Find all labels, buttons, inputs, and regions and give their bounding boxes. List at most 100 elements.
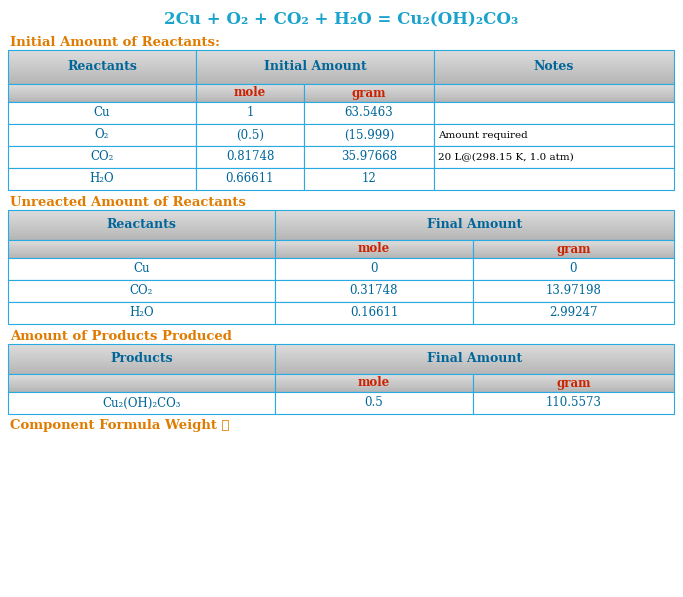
Bar	[275, 350, 674, 352]
Bar	[196, 84, 304, 102]
Bar	[196, 59, 434, 61]
Text: 0: 0	[370, 263, 378, 275]
Bar	[304, 93, 434, 94]
Bar	[8, 384, 275, 385]
Bar	[196, 86, 304, 87]
Bar	[8, 60, 196, 63]
Bar	[275, 346, 674, 347]
Bar	[8, 252, 275, 253]
Bar	[275, 237, 674, 239]
Bar	[8, 242, 275, 243]
Bar	[275, 228, 674, 230]
Bar	[434, 55, 674, 57]
Bar	[275, 216, 674, 218]
Bar	[8, 390, 275, 392]
Bar	[275, 359, 674, 361]
Bar	[473, 240, 674, 258]
Bar	[304, 124, 434, 146]
Bar	[196, 124, 304, 146]
Text: Cu: Cu	[94, 106, 110, 119]
Bar	[8, 258, 275, 280]
Bar	[196, 62, 434, 64]
Bar	[8, 217, 275, 220]
Bar	[8, 72, 196, 74]
Bar	[196, 94, 304, 96]
Bar	[275, 251, 473, 252]
Text: Reactants: Reactants	[67, 60, 137, 73]
Bar	[275, 220, 674, 223]
Bar	[275, 347, 674, 349]
Text: (0.5): (0.5)	[236, 128, 264, 141]
Bar	[473, 386, 674, 387]
Bar	[275, 254, 473, 256]
Text: Reactants: Reactants	[107, 219, 176, 232]
Bar	[473, 383, 674, 384]
Bar	[473, 252, 674, 253]
Bar	[8, 346, 275, 347]
Bar	[275, 242, 473, 243]
Bar	[8, 88, 196, 89]
Bar	[434, 84, 674, 102]
Bar	[434, 82, 674, 85]
Bar	[196, 99, 304, 101]
Bar	[434, 97, 674, 99]
Bar	[8, 361, 275, 362]
Bar	[275, 245, 473, 247]
Bar	[275, 258, 473, 280]
Bar	[275, 210, 674, 240]
Bar	[275, 214, 674, 217]
Bar	[8, 79, 196, 81]
Bar	[8, 380, 275, 381]
Bar	[196, 75, 434, 78]
Bar	[473, 384, 674, 385]
Bar	[434, 85, 674, 87]
Bar	[275, 231, 674, 233]
Bar	[8, 353, 275, 355]
Bar	[8, 74, 196, 76]
Bar	[196, 53, 434, 56]
Bar	[8, 364, 275, 365]
Bar	[8, 367, 275, 368]
Bar	[8, 377, 275, 379]
Bar	[473, 245, 674, 247]
Bar	[8, 254, 275, 256]
Bar	[196, 52, 434, 54]
Bar	[8, 382, 275, 383]
Bar	[196, 74, 434, 76]
Bar	[196, 67, 434, 69]
Bar	[8, 92, 196, 94]
Bar	[8, 387, 275, 388]
Bar	[8, 81, 196, 83]
Bar	[275, 213, 674, 215]
Bar	[275, 356, 674, 358]
Bar	[8, 378, 275, 380]
Bar	[275, 256, 473, 257]
Bar	[275, 361, 674, 362]
Bar	[196, 50, 434, 52]
Bar	[473, 389, 674, 390]
Bar	[434, 50, 674, 52]
Bar	[196, 100, 304, 101]
Bar	[8, 146, 196, 168]
Bar	[8, 64, 196, 66]
Bar	[8, 87, 196, 88]
Bar	[473, 381, 674, 383]
Bar	[275, 391, 473, 392]
Text: 0: 0	[570, 263, 577, 275]
Bar	[196, 50, 434, 84]
Bar	[8, 256, 275, 257]
Text: Initial Amount: Initial Amount	[264, 60, 366, 73]
Bar	[8, 82, 196, 85]
Bar	[196, 88, 304, 89]
Text: gram: gram	[352, 87, 387, 100]
Bar	[8, 365, 275, 367]
Text: Final Amount: Final Amount	[427, 352, 522, 365]
Bar	[8, 250, 275, 251]
Text: O₂: O₂	[95, 128, 109, 141]
Bar	[434, 77, 674, 79]
Bar	[275, 370, 674, 371]
Text: Cu: Cu	[133, 263, 150, 275]
Bar	[8, 85, 196, 87]
Bar	[275, 252, 473, 253]
Bar	[275, 352, 674, 353]
